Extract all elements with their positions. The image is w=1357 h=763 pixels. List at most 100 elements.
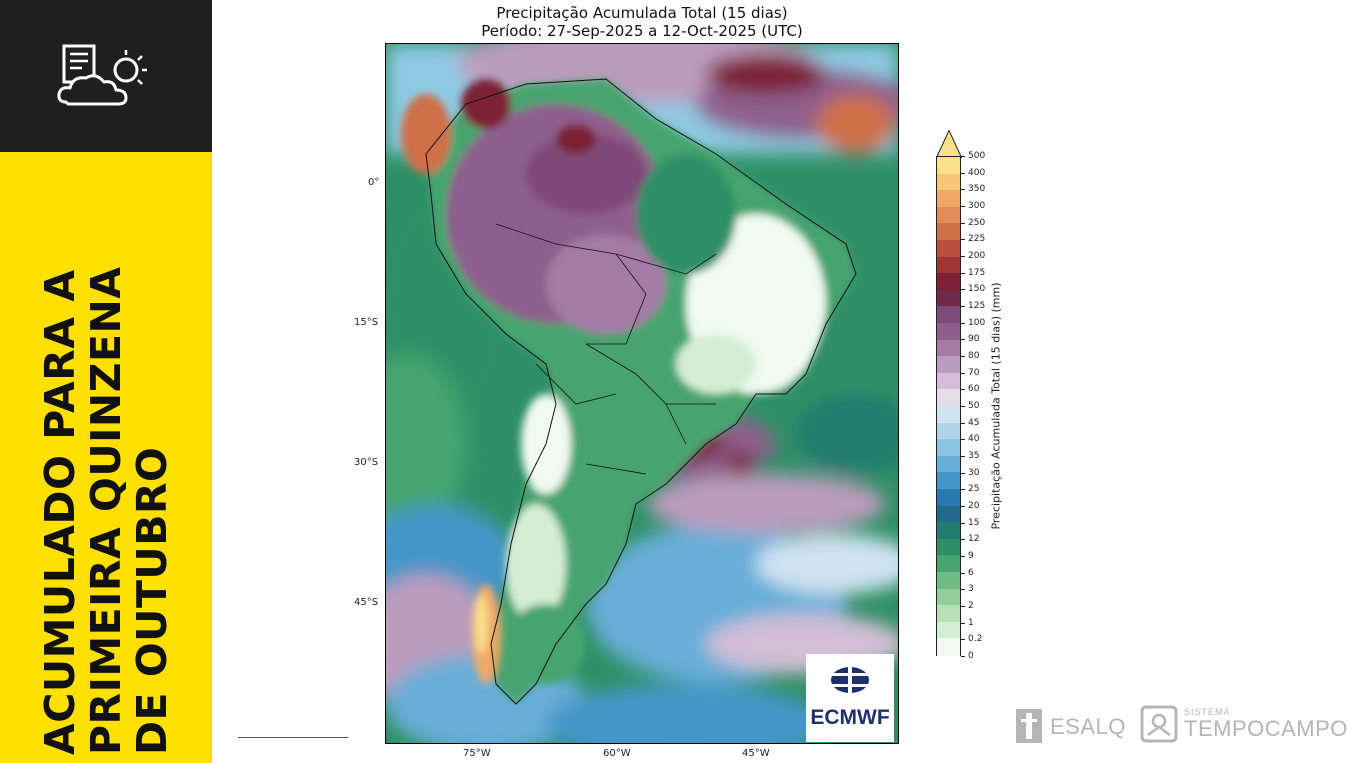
colorbar-tick-label: 200	[968, 251, 986, 261]
colorbar-tick	[961, 389, 965, 391]
colorbar-tick	[961, 306, 965, 307]
map-title: Precipitação Acumulada Total (15 dias) P…	[386, 4, 898, 40]
lat-label: 0°	[368, 177, 380, 188]
colorbar-tick-label: 60	[968, 384, 980, 395]
colorbar-tick	[961, 656, 965, 657]
lon-label: 75°W	[463, 748, 491, 759]
colorbar-tick	[961, 339, 965, 341]
colorbar-segment	[937, 455, 960, 473]
divider	[238, 737, 348, 738]
colorbar-segment	[937, 240, 960, 258]
tempocampo-icon	[1140, 705, 1178, 743]
colorbar-tick	[961, 256, 965, 257]
colorbar	[936, 156, 961, 656]
colorbar-tick	[961, 289, 965, 291]
precipitation-map	[385, 43, 899, 744]
tempocampo-small-text: SISTEMA	[1184, 707, 1231, 717]
colorbar-segment	[937, 439, 960, 457]
colorbar-tick-label: 2	[968, 601, 974, 611]
colorbar-tick	[961, 156, 965, 157]
colorbar-segment	[937, 489, 960, 507]
colorbar-segment	[937, 555, 960, 573]
colorbar-tick-label: 250	[968, 217, 986, 228]
colorbar-tick	[961, 589, 965, 591]
colorbar-tick	[961, 356, 965, 357]
colorbar-segment	[937, 173, 960, 191]
colorbar-tick-label: 40	[968, 434, 980, 445]
colorbar-tick-label: 300	[968, 201, 986, 211]
map-canvas	[386, 44, 898, 743]
colorbar-segment	[937, 522, 960, 540]
lat-label: 45°S	[354, 597, 379, 608]
colorbar-tick-label: 45	[968, 417, 980, 428]
ecmwf-emblem-icon	[831, 666, 869, 694]
colorbar-tick-label: 15	[968, 517, 980, 528]
colorbar-segment	[937, 289, 960, 307]
colorbar-segment	[937, 638, 960, 656]
colorbar-tick-label: 1	[968, 617, 974, 628]
sidebar-header	[0, 0, 212, 152]
sidebar-title: ACUMULADO PARA A PRIMEIRA QUINZENA DE OU…	[36, 266, 176, 755]
colorbar-segment	[937, 538, 960, 556]
colorbar-tick	[961, 539, 965, 541]
colorbar-segment	[937, 422, 960, 440]
colorbar-tick	[961, 406, 965, 407]
colorbar-segment	[937, 406, 960, 424]
colorbar-tick	[961, 606, 965, 607]
esalq-tower-icon	[1016, 709, 1042, 743]
ecmwf-text: ECMWF	[810, 706, 890, 729]
colorbar-tick	[961, 506, 965, 507]
lat-label: 15°S	[354, 317, 379, 328]
colorbar-segment	[937, 356, 960, 374]
colorbar-tick-label: 3	[968, 584, 974, 595]
map-title-line1: Precipitação Acumulada Total (15 dias)	[496, 4, 788, 22]
colorbar-tick	[961, 522, 965, 524]
colorbar-tick	[961, 622, 965, 624]
colorbar-segment	[937, 389, 960, 407]
colorbar-tick-label: 225	[968, 234, 986, 245]
colorbar-tick-label: 50	[968, 401, 980, 411]
lon-label: 60°W	[603, 748, 631, 759]
colorbar-segment	[937, 206, 960, 224]
colorbar-segment	[937, 339, 960, 357]
colorbar-tick-label: 400	[968, 167, 986, 178]
colorbar-tick-label: 0.2	[968, 634, 983, 645]
sidebar-banner	[0, 152, 212, 763]
colorbar-tick	[961, 556, 965, 557]
colorbar-tick-label: 35	[968, 451, 980, 461]
lat-label: 30°S	[354, 457, 379, 468]
colorbar-segment	[937, 306, 960, 324]
colorbar-tick	[961, 322, 965, 324]
colorbar-tick-label: 70	[968, 367, 980, 378]
colorbar-arrow	[936, 130, 962, 158]
colorbar-tick-label: 500	[968, 151, 986, 161]
colorbar-segment	[937, 505, 960, 523]
colorbar-tick	[961, 472, 965, 474]
colorbar-tick-label: 80	[968, 351, 980, 361]
colorbar-segment	[937, 157, 960, 175]
colorbar-tick-label: 0	[968, 651, 974, 661]
colorbar-segment	[937, 256, 960, 274]
colorbar-tick	[961, 572, 965, 574]
colorbar-tick	[961, 206, 965, 207]
colorbar-tick-label: 125	[968, 301, 986, 311]
colorbar-title: Precipitação Acumulada Total (15 dias) (…	[989, 282, 1003, 530]
colorbar-tick	[961, 189, 965, 191]
colorbar-tick	[961, 489, 965, 491]
colorbar-segment	[937, 605, 960, 623]
colorbar-segment	[937, 588, 960, 606]
lon-label: 45°W	[742, 748, 770, 759]
colorbar-tick	[961, 456, 965, 457]
colorbar-segment	[937, 621, 960, 639]
colorbar-tick-label: 25	[968, 484, 980, 495]
colorbar-tick-label: 100	[968, 317, 986, 328]
weather-report-icon	[57, 44, 147, 106]
colorbar-tick-label: 175	[968, 267, 986, 278]
map-title-line2: Período: 27-Sep-2025 a 12-Oct-2025 (UTC)	[481, 22, 803, 40]
colorbar-segment	[937, 572, 960, 590]
colorbar-tick	[961, 422, 965, 424]
colorbar-tick	[961, 272, 965, 274]
colorbar-tick-label: 30	[968, 467, 980, 478]
colorbar-tick-label: 350	[968, 184, 986, 195]
colorbar-tick-label: 150	[968, 284, 986, 295]
